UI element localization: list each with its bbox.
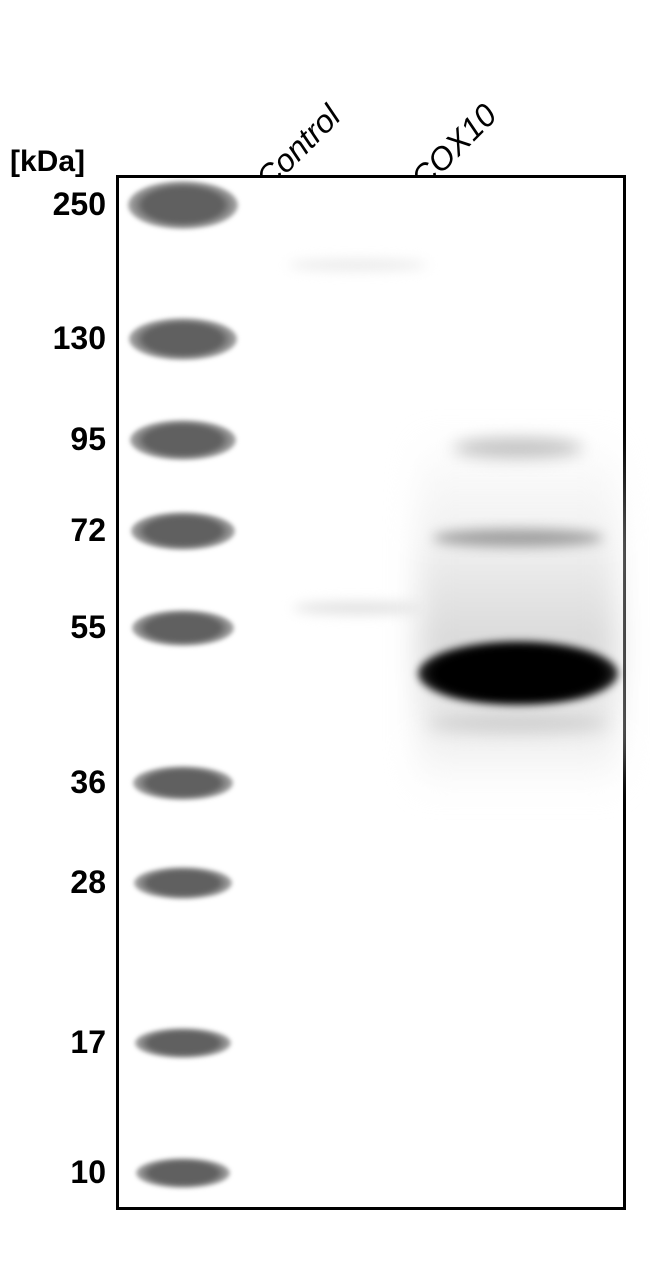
marker-label-17: 17 (70, 1024, 106, 1061)
cox10-band-3 (428, 713, 608, 733)
cox10-band-1 (433, 529, 603, 547)
ladder-band-250 (128, 181, 238, 229)
cox10-band-0 (453, 438, 583, 458)
marker-label-250: 250 (53, 186, 106, 223)
ladder-band-36 (133, 766, 233, 800)
marker-label-36: 36 (70, 764, 106, 801)
control-faint-band-0 (288, 260, 428, 270)
ladder-band-55 (132, 610, 234, 646)
control-faint-band-1 (293, 602, 423, 614)
marker-label-10: 10 (70, 1154, 106, 1191)
marker-label-28: 28 (70, 864, 106, 901)
ladder-band-95 (130, 420, 236, 460)
western-blot-container: [kDa] 25013095725536281710 ControlCOX10 (0, 0, 650, 1264)
ladder-band-72 (131, 512, 235, 550)
ladder-band-17 (135, 1028, 231, 1058)
cox10-band-2 (418, 641, 618, 706)
ladder-band-130 (129, 318, 237, 360)
cox10-background-smear (418, 433, 618, 793)
marker-label-95: 95 (70, 421, 106, 458)
ladder-band-28 (134, 867, 232, 899)
kda-axis-label: [kDa] (10, 145, 85, 179)
marker-label-130: 130 (53, 320, 106, 357)
marker-label-72: 72 (70, 512, 106, 549)
ladder-band-10 (136, 1158, 230, 1188)
gel-membrane-box (116, 175, 626, 1210)
marker-label-55: 55 (70, 609, 106, 646)
